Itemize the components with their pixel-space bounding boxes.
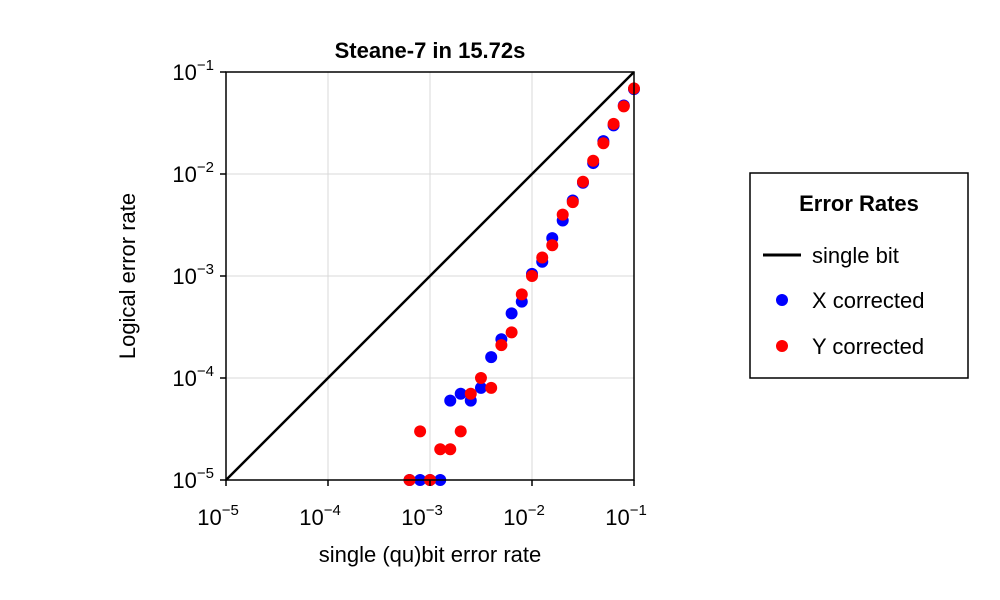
y-axis: 10−5 10−4 10−3 10−2 10−1 [172,57,226,493]
y-tick-label: 10−3 [172,261,214,289]
data-point-y-corrected [474,372,487,384]
data-point-y-corrected [495,339,508,352]
y-axis-label: Logical error rate [115,193,140,359]
data-point-y-corrected [485,381,498,394]
series-line-single-bit [225,71,635,481]
data-point-y-corrected [434,443,447,456]
plot-area [225,71,640,486]
data-point-y-corrected [587,154,600,167]
legend-marker-y-corrected [776,340,788,352]
data-point-x-corrected [474,381,487,394]
data-point-y-corrected [566,196,579,209]
x-tick-label: 10−4 [299,502,341,530]
data-point-y-corrected [556,208,569,221]
legend-label-x-corrected: X corrected [812,288,925,313]
x-tick-label: 10−2 [503,502,545,530]
y-tick-label: 10−5 [172,465,214,493]
data-point-y-corrected [607,117,620,130]
data-point-x-corrected [505,307,518,320]
x-tick-label: 10−5 [197,502,239,530]
chart-title: Steane-7 in 15.72s [335,38,526,63]
x-axis: 10−5 10−4 10−3 10−2 10−1 [197,480,647,530]
legend-label-single-bit: single bit [812,243,899,268]
y-tick-label: 10−1 [172,57,214,85]
data-point-x-corrected [444,394,457,407]
data-point-y-corrected [526,270,538,282]
legend: Error Rates single bit X corrected Y cor… [749,172,969,379]
data-point-y-corrected [617,100,630,113]
data-point-y-corrected [576,175,589,188]
data-point-y-corrected [505,326,518,339]
data-point-y-corrected [536,251,549,264]
data-point-y-corrected [414,425,427,438]
data-point-y-corrected [454,425,467,438]
data-point-x-corrected [485,351,498,364]
data-point-y-corrected [464,387,477,400]
data-point-y-corrected [597,137,610,150]
x-tick-label: 10−1 [605,502,647,530]
x-axis-label: single (qu)bit error rate [319,542,542,567]
x-tick-label: 10−3 [401,502,443,530]
legend-marker-x-corrected [776,294,788,306]
data-point-y-corrected [444,443,457,456]
legend-title: Error Rates [799,191,919,216]
y-tick-label: 10−2 [172,159,214,187]
data-point-x-corrected [454,387,467,400]
data-point-y-corrected [546,239,559,252]
data-point-y-corrected [515,288,528,301]
y-tick-label: 10−4 [172,363,214,391]
legend-label-y-corrected: Y corrected [812,334,924,359]
